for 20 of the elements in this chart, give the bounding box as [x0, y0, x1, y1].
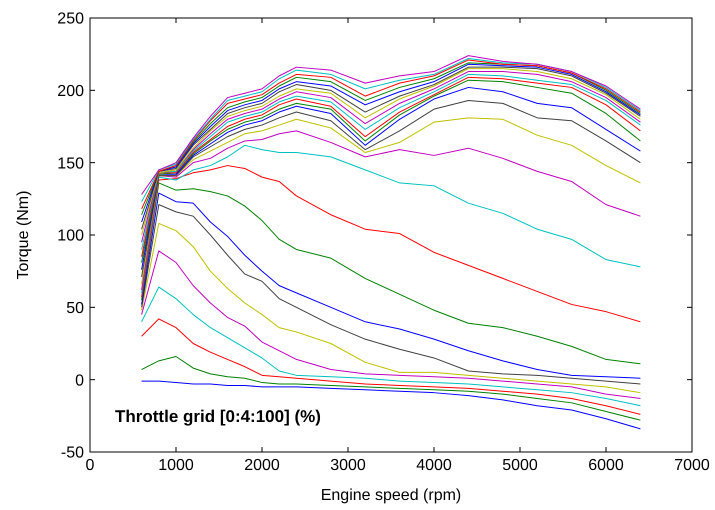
y-tick-label: 150 [57, 155, 84, 172]
x-tick-label: 3000 [330, 457, 366, 474]
x-tick-label: 5000 [502, 457, 538, 474]
line-series [141, 250, 641, 399]
x-axis-title: Engine speed (rpm) [320, 487, 462, 504]
y-axis-title: Torque (Nm) [15, 190, 32, 280]
y-tick-label: 100 [57, 228, 84, 245]
y-tick-label: -50 [60, 444, 84, 462]
x-tick-label: 4000 [416, 457, 452, 474]
line-series [141, 286, 641, 406]
x-tick-label: 6000 [588, 457, 624, 474]
x-tick-label: 0 [86, 457, 95, 474]
annotation: Throttle grid [0:4:100] (%) [115, 407, 321, 426]
x-tick-label: 2000 [244, 457, 280, 474]
y-tick-label: 0 [75, 372, 84, 390]
y-tick-label: 200 [57, 82, 84, 100]
x-tick-label: 7000 [674, 457, 710, 474]
y-tick-label: 50 [66, 300, 84, 317]
x-tick-label: 1000 [158, 457, 194, 474]
y-tick-label: 250 [57, 10, 84, 28]
